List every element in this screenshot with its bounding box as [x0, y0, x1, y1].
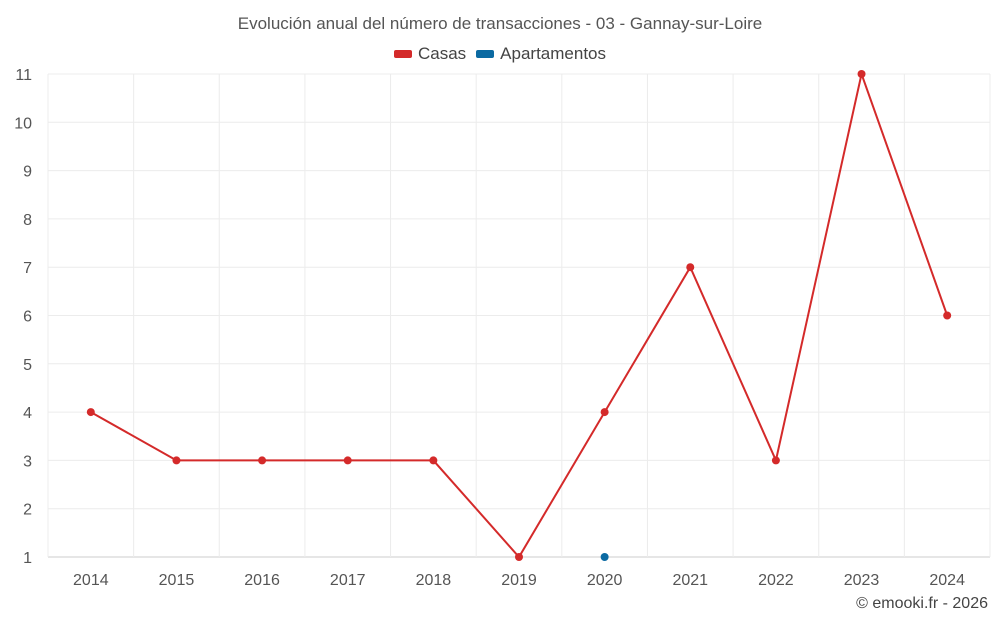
x-tick-label: 2023 [844, 572, 880, 589]
y-tick-label: 6 [23, 309, 32, 326]
x-tick-label: 2015 [159, 572, 195, 589]
y-tick-label: 7 [23, 260, 32, 277]
y-tick-label: 9 [23, 164, 32, 181]
legend-swatch-apartamentos [476, 50, 495, 58]
x-tick-label: 2022 [758, 572, 794, 589]
chart-title: Evolución anual del número de transaccio… [237, 14, 763, 33]
legend-item-apartamentos[interactable]: Apartamentos [476, 44, 606, 64]
legend: Casas Apartamentos [0, 44, 1000, 64]
data-point-casas-2014 [86, 408, 95, 417]
legend-label-casas: Casas [417, 44, 467, 63]
data-point-apartamentos-2020 [600, 553, 609, 561]
data-point-casas-2023 [857, 70, 866, 78]
data-point-casas-2021 [686, 263, 695, 272]
y-tick-label: 2 [23, 502, 32, 519]
y-tick-label: 4 [23, 405, 32, 422]
x-tick-label: 2017 [330, 572, 366, 589]
x-tick-label: 2019 [501, 572, 537, 589]
x-tick-label: 2014 [73, 572, 109, 589]
x-tick-label: 2024 [929, 572, 965, 589]
x-tick-label: 2021 [672, 572, 708, 589]
data-point-casas-2024 [943, 311, 952, 320]
data-point-casas-2022 [771, 456, 780, 465]
x-tick-label: 2018 [416, 572, 452, 589]
y-tick-label: 10 [14, 115, 32, 132]
data-point-casas-2016 [258, 456, 267, 465]
y-tick-label: 1 [23, 550, 32, 567]
data-point-casas-2015 [172, 456, 181, 465]
data-point-casas-2020 [600, 408, 609, 417]
x-tick-label: 2020 [587, 572, 623, 589]
legend-item-casas[interactable]: Casas [393, 44, 467, 64]
data-point-casas-2019 [515, 553, 523, 561]
x-tick-label: 2016 [244, 572, 280, 589]
legend-swatch-casas [393, 50, 412, 58]
legend-label-apartamentos: Apartamentos [500, 44, 607, 63]
y-tick-label: 11 [15, 67, 32, 84]
y-tick-label: 3 [23, 453, 32, 470]
data-point-casas-2017 [343, 456, 352, 465]
y-tick-label: 5 [23, 357, 32, 374]
data-point-casas-2018 [429, 456, 438, 465]
y-tick-label: 8 [23, 212, 32, 229]
credit-text: © emooki.fr - 2026 [856, 595, 988, 612]
